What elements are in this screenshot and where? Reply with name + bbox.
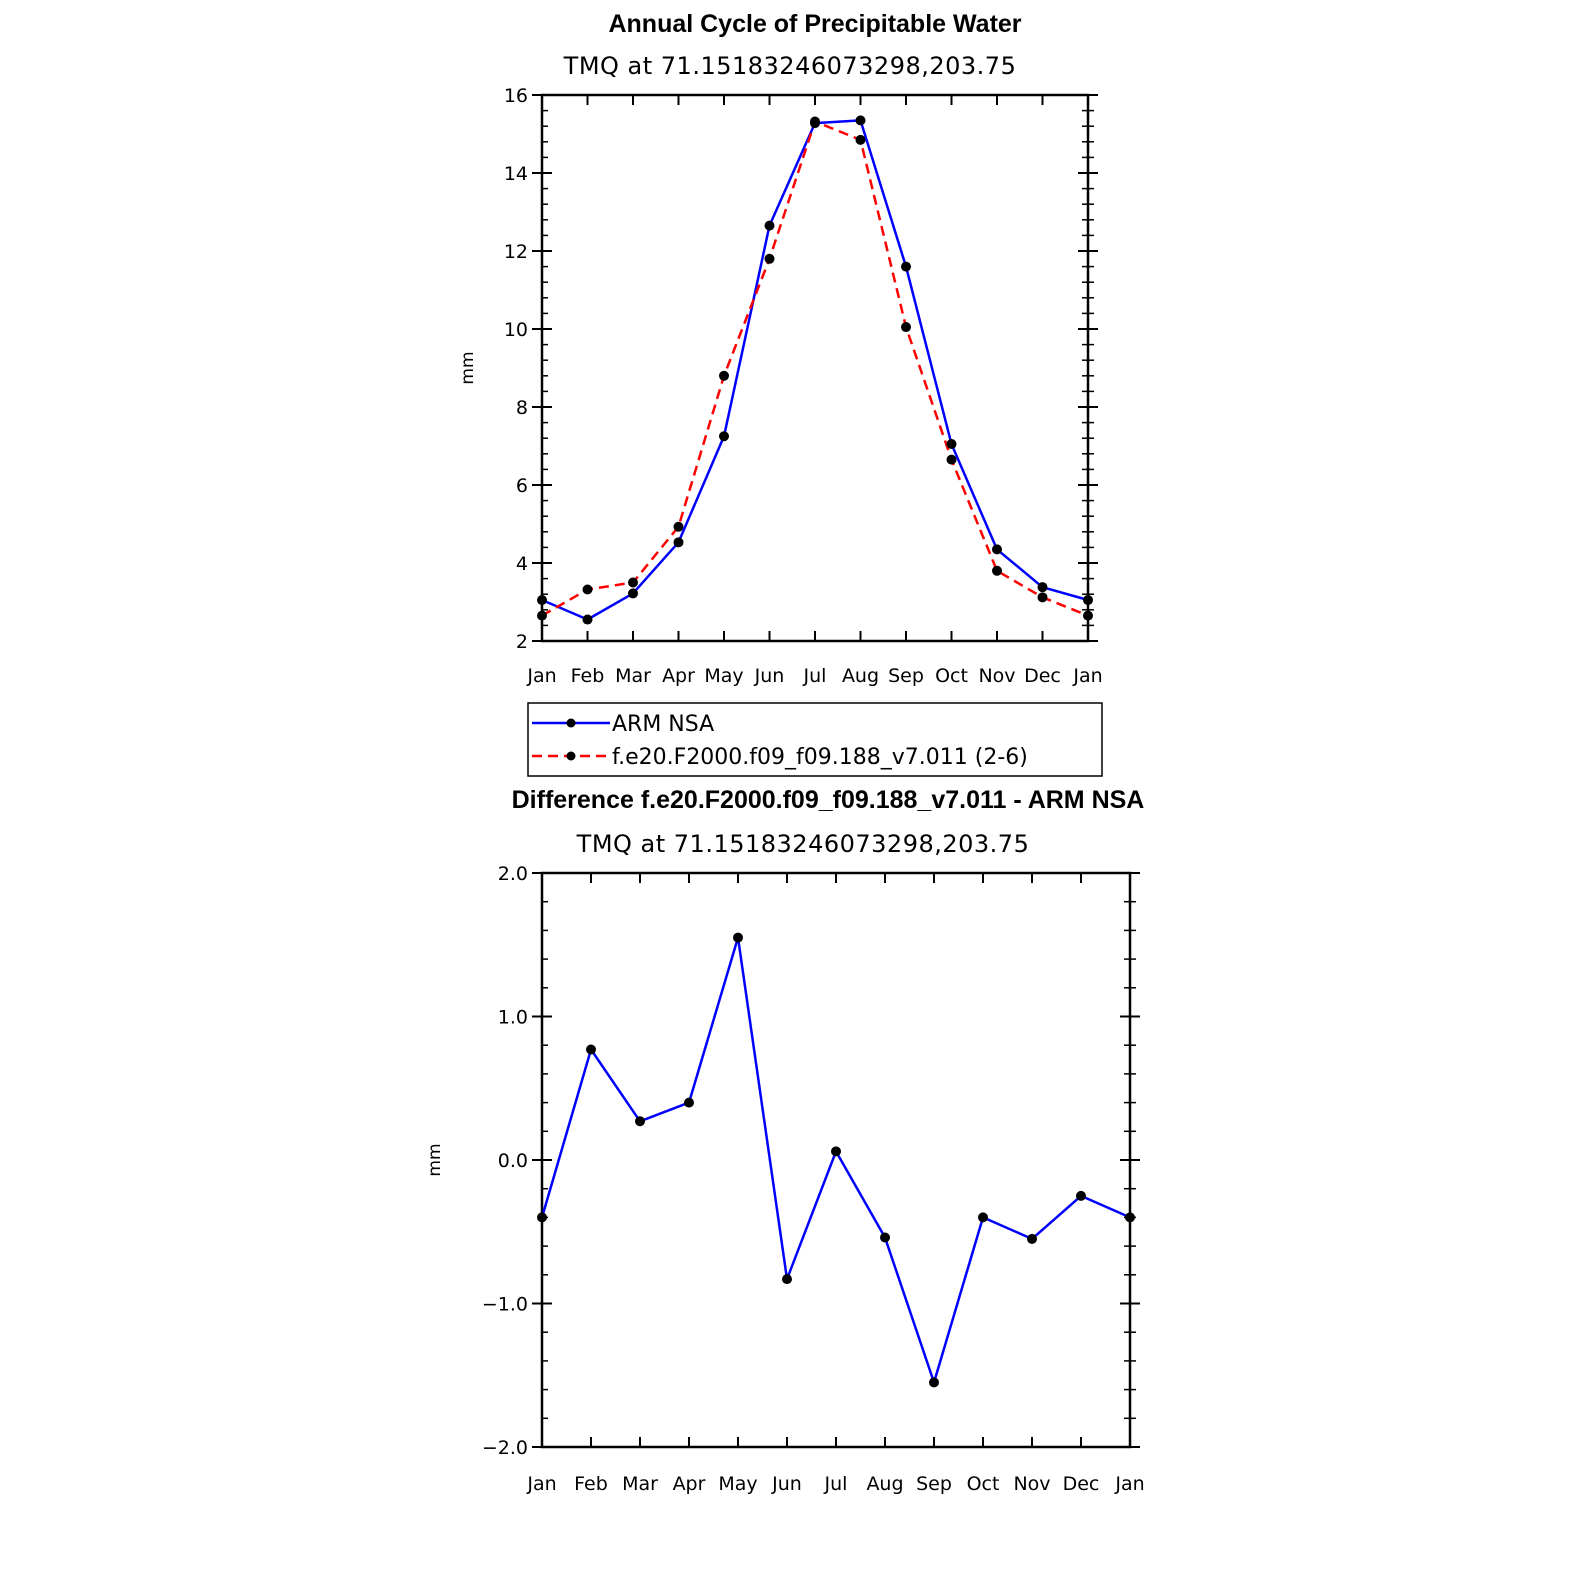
chart2-title: Difference f.e20.F2000.f09_f09.188_v7.01… <box>512 786 1145 814</box>
chart1-x-tick-label: Jun <box>754 665 785 687</box>
chart1-y-tick-label: 12 <box>504 241 528 263</box>
legend-label-arm-nsa: ARM NSA <box>612 712 714 737</box>
chart2-x-tick-label: Nov <box>1013 1473 1050 1495</box>
chart2-y-tick-label: −2.0 <box>482 1437 528 1459</box>
chart1-x-tick-label: May <box>704 665 743 687</box>
chart2-x-tick-label: Jun <box>771 1473 802 1495</box>
chart1-series-0-point <box>764 220 775 231</box>
chart1-series-1-point <box>673 521 684 532</box>
difference-chart: Difference f.e20.F2000.f09_f09.188_v7.01… <box>425 786 1145 1495</box>
chart2-series-0-point <box>537 1212 547 1223</box>
chart2-x-tick-label: Oct <box>967 1473 1000 1495</box>
chart1-series-0-point <box>1083 595 1093 606</box>
chart1-series-1-point <box>719 370 729 381</box>
chart1-series-1-point <box>628 577 638 588</box>
chart1-x-tick-label: Dec <box>1024 665 1061 687</box>
chart1-series-0-point <box>537 595 547 606</box>
chart1-x-tick-label: Mar <box>615 665 651 687</box>
chart2-x-tick-label: Aug <box>866 1473 903 1495</box>
chart2-y-tick-label: 0.0 <box>498 1150 528 1172</box>
chart1-subtitle: TMQ at 71.15183246073298,203.75 <box>563 52 1017 80</box>
chart2-x-tick-label: Mar <box>622 1473 658 1495</box>
chart2-x-tick-label: Dec <box>1063 1473 1100 1495</box>
chart1-series-1-point <box>764 253 775 264</box>
chart1-legend: ARM NSA f.e20.F2000.f09_f09.188_v7.011 (… <box>527 702 1103 777</box>
chart1-series-0-point <box>673 537 684 548</box>
chart1-y-tick-label: 16 <box>504 85 528 107</box>
chart1-series-0-point <box>1037 582 1048 593</box>
chart2-series-0-point <box>1076 1190 1086 1201</box>
chart2-y-axis-label: mm <box>425 1143 445 1176</box>
chart2-x-tick-label: Sep <box>916 1473 952 1495</box>
chart2-x-tick-label: Jan <box>526 1473 556 1495</box>
chart2-series-0-point <box>586 1044 596 1055</box>
chart1-series-1-point <box>1083 610 1093 621</box>
chart1-title: Annual Cycle of Precipitable Water <box>608 10 1021 38</box>
chart1-x-tick-label: Jan <box>526 665 556 687</box>
chart1-series-1-point <box>855 134 866 145</box>
chart1-series-0-point <box>719 431 729 442</box>
chart2-plot-frame <box>540 871 1132 1449</box>
legend-marker-arm-nsa <box>566 718 576 728</box>
legend-label-model: f.e20.F2000.f09_f09.188_v7.011 (2-6) <box>612 745 1028 770</box>
chart2-y-tick-label: 1.0 <box>498 1007 528 1029</box>
chart1-y-tick-label: 10 <box>504 319 528 341</box>
chart2-series-0-line <box>540 936 1131 1384</box>
chart1-plot-frame <box>540 93 1090 643</box>
chart1-x-tick-label: Jan <box>1072 665 1102 687</box>
chart2-series-0-point <box>684 1097 694 1108</box>
chart1-x-tick-label: Jul <box>803 665 827 687</box>
chart1-x-tick-label: Feb <box>571 665 605 687</box>
chart1-x-tick-label: Nov <box>978 665 1015 687</box>
legend-marker-model <box>566 751 576 761</box>
chart1-series-0-line <box>541 119 1089 621</box>
chart2-series-0-point <box>1027 1233 1037 1244</box>
chart2-series-0-point <box>929 1377 939 1388</box>
chart2-series-0-point <box>831 1146 841 1157</box>
chart1-series-1-point <box>537 610 547 621</box>
chart1-series-1-line <box>541 120 1089 617</box>
chart1-y-tick-label: 14 <box>504 163 528 185</box>
chart1-y-tick-label: 2 <box>516 631 528 653</box>
chart1-x-tick-label: Aug <box>842 665 879 687</box>
chart2-series-0-point <box>782 1274 792 1285</box>
chart2-series-0-point <box>978 1212 988 1223</box>
chart2-y-tick-label: 2.0 <box>498 863 528 885</box>
chart1-series-1-point <box>1037 592 1048 603</box>
chart1-series-1-point <box>810 116 820 127</box>
chart1-series-1-point <box>582 584 593 595</box>
chart1-x-tick-label: Sep <box>888 665 924 687</box>
chart2-x-tick-label: Jan <box>1114 1473 1144 1495</box>
chart1-x-tick-label: Apr <box>662 665 695 687</box>
chart1-x-tick-label: Oct <box>935 665 968 687</box>
chart2-series-0-point <box>733 932 743 943</box>
legend-box <box>527 702 1103 777</box>
chart2-subtitle: TMQ at 71.15183246073298,203.75 <box>576 830 1030 858</box>
chart1-series-0-point <box>946 439 957 450</box>
chart2-x-tick-label: Apr <box>673 1473 706 1495</box>
chart1-series-1-point <box>992 565 1002 576</box>
chart1-series-0-point <box>992 544 1002 555</box>
chart1-series-1-point <box>901 322 911 333</box>
chart2-x-tick-label: May <box>718 1473 757 1495</box>
chart1-y-tick-label: 4 <box>516 553 528 575</box>
chart1-series-0-point <box>582 614 593 625</box>
chart1-series-0-point <box>901 261 911 272</box>
chart1-y-axis-label: mm <box>458 351 478 384</box>
chart1-series-1-point <box>946 454 957 465</box>
chart2-y-tick-label: −1.0 <box>482 1294 528 1316</box>
chart2-x-tick-label: Jul <box>824 1473 848 1495</box>
chart1-y-tick-label: 8 <box>516 397 528 419</box>
chart2-series-0-point <box>635 1116 645 1127</box>
chart2-series-0-point <box>1125 1212 1135 1223</box>
chart2-x-tick-label: Feb <box>574 1473 608 1495</box>
chart2-series-0-point <box>880 1232 890 1243</box>
chart1-series-0-point <box>628 588 638 599</box>
chart1-y-tick-label: 6 <box>516 475 528 497</box>
chart1-series-0-point <box>855 115 866 126</box>
annual-cycle-chart: Annual Cycle of Precipitable Water TMQ a… <box>458 10 1103 687</box>
